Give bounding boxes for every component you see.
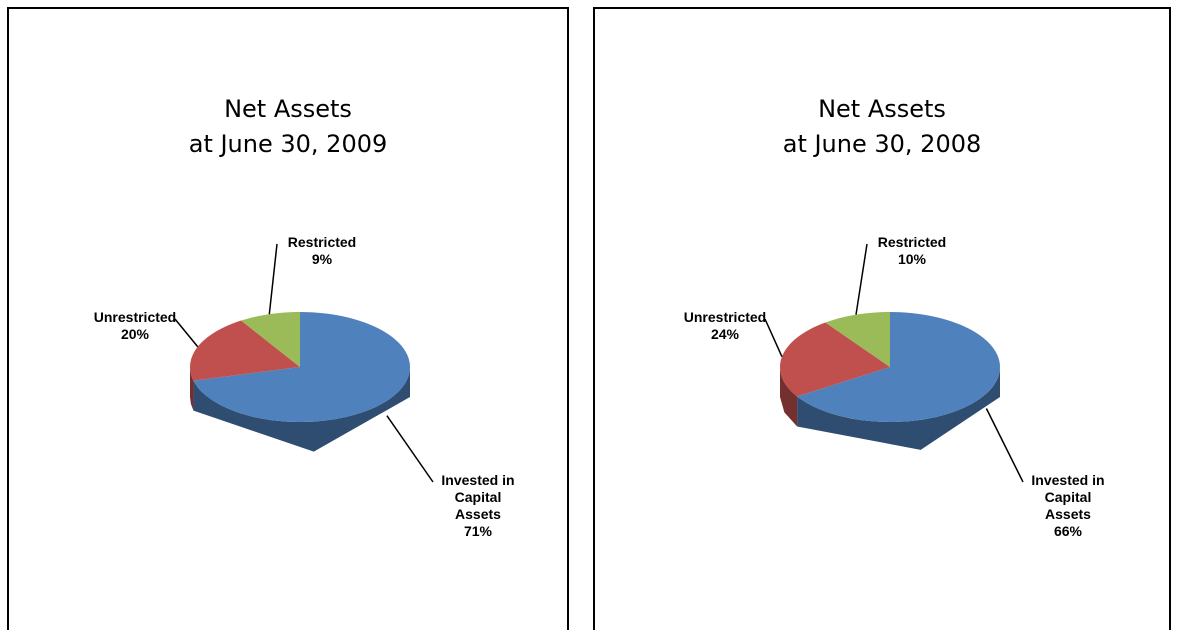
data-label: Invested in Capital Assets 71%	[433, 472, 523, 540]
slice-top	[797, 312, 1000, 422]
slice-top	[190, 320, 300, 381]
category-label: Unrestricted	[683, 309, 767, 325]
panel-border	[7, 7, 569, 630]
slice-side	[190, 367, 194, 411]
value-label: 66%	[1053, 523, 1083, 539]
value-label: 71%	[463, 523, 493, 539]
leader-line	[268, 243, 278, 315]
leader-line	[764, 318, 783, 358]
pie-slice	[780, 322, 890, 427]
data-label: Restricted 9%	[277, 234, 367, 268]
pie-slice	[190, 320, 300, 411]
category-label: Restricted	[877, 234, 947, 250]
slice-side	[193, 367, 410, 452]
value-label: 10%	[897, 251, 927, 267]
pie-slice	[825, 312, 890, 367]
chart-subtitle: at June 30, 2008	[782, 130, 982, 158]
leader-line	[855, 243, 868, 315]
data-label: Invested in Capital Assets 66%	[1023, 472, 1113, 540]
category-label: Restricted	[287, 234, 357, 250]
pie-slice	[797, 312, 1000, 450]
value-label: 24%	[710, 326, 740, 342]
slice-top	[825, 312, 890, 367]
slice-side	[797, 367, 1000, 450]
leader-line	[985, 408, 1024, 483]
slice-top	[193, 312, 410, 422]
data-label: Unrestricted 24%	[675, 309, 775, 343]
slice-top	[241, 312, 300, 367]
leader-line	[174, 318, 199, 348]
data-label: Restricted 10%	[867, 234, 957, 268]
chart-title: Net Assets	[224, 95, 352, 123]
chart-subtitle: at June 30, 2009	[188, 130, 388, 158]
slice-side	[780, 367, 798, 427]
category-label: Invested in Capital Assets	[1031, 472, 1105, 522]
value-label: 20%	[120, 326, 150, 342]
chart-title: Net Assets	[818, 95, 946, 123]
value-label: 9%	[311, 251, 333, 267]
slice-top	[780, 322, 890, 397]
data-label: Unrestricted 20%	[85, 309, 185, 343]
leader-line	[386, 415, 434, 483]
category-label: Unrestricted	[93, 309, 177, 325]
pie-slice	[241, 312, 300, 367]
category-label: Invested in Capital Assets	[441, 472, 515, 522]
panel-border	[593, 7, 1171, 630]
pie-slice	[193, 312, 410, 452]
